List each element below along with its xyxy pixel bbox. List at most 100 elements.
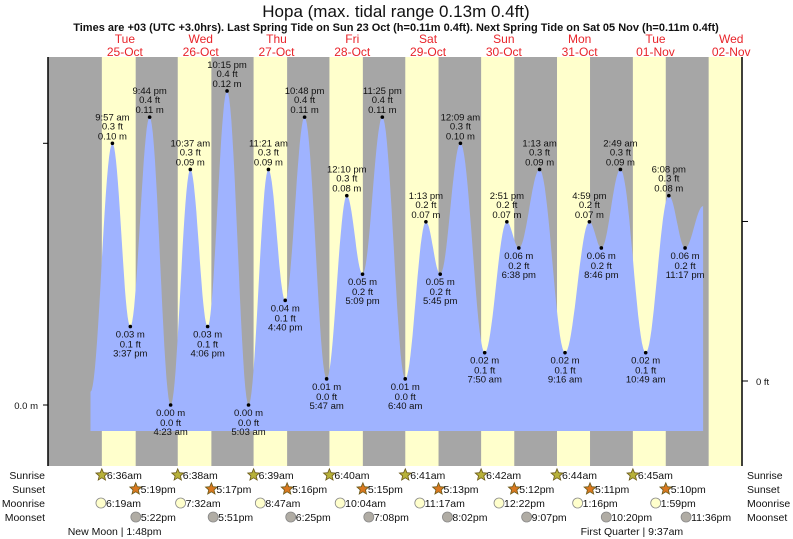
moonset-icon — [207, 511, 219, 523]
tide-height-ft: 0.2 ft — [352, 287, 373, 298]
moonset-time: 9:07pm — [532, 512, 567, 524]
moonrise-entry: 11:17am — [414, 497, 465, 510]
sunset-entry: 5:11pm — [583, 481, 630, 496]
tide-point — [344, 193, 349, 198]
tide-height-m: 0.01 m — [391, 382, 420, 393]
tide-time: 6:38 pm — [502, 270, 536, 281]
sunrise-entry: 6:42am — [474, 467, 521, 482]
moonset-icon — [680, 511, 692, 523]
sunset-icon — [658, 481, 673, 495]
high-tide-marker: 10:48 pm0.4 ft0.11 m — [285, 86, 324, 119]
moonset-entry: 9:07pm — [521, 511, 567, 524]
tide-height-ft: 0.2 ft — [675, 261, 696, 272]
tide-point — [537, 167, 542, 172]
axes: 0.0 m 0 ft — [14, 57, 770, 466]
tide-height-ft: 0.3 ft — [450, 121, 471, 132]
tide-height-ft: 0.3 ft — [102, 121, 123, 132]
high-tide-marker: 9:57 am0.3 ft0.10 m — [95, 112, 130, 146]
sunset-time: 5:16pm — [292, 484, 327, 496]
tide-height-ft: 0.2 ft — [579, 200, 600, 211]
tide-time: 2:49 am — [603, 138, 637, 149]
sunrise-time: 6:39am — [259, 470, 294, 482]
sunset-entry: 5:16pm — [280, 481, 327, 496]
moon-phase-label: First Quarter | 9:37am — [581, 526, 684, 538]
tide-height-m: 0.06 m — [587, 251, 616, 262]
high-tide-marker: 2:49 am0.3 ft0.09 m — [603, 138, 638, 172]
tide-point — [283, 298, 288, 303]
tide-height-m: 0.11 m — [290, 105, 318, 116]
tide-time: 1:13 am — [522, 138, 556, 149]
sunset-icon — [583, 481, 597, 495]
sunset-icon — [507, 481, 522, 495]
moonrise-icon — [175, 497, 186, 509]
sunset-time: 5:11pm — [595, 484, 629, 496]
tide-height-ft: 0.2 ft — [430, 287, 451, 298]
sunrise-icon — [322, 467, 337, 481]
sunrise-icon — [246, 467, 261, 481]
tide-height-m: 0.09 m — [525, 157, 554, 168]
tide-height-m: 0.05 m — [426, 277, 455, 288]
tide-height-ft: 0.4 ft — [139, 95, 160, 106]
tide-height-m: 0.07 m — [411, 210, 440, 221]
high-tide-marker: 6:08 pm0.3 ft0.08 m — [652, 165, 686, 198]
sunset-icon — [280, 481, 294, 495]
high-tide-marker: 11:21 am0.3 ft0.09 m — [249, 138, 288, 172]
tide-point — [618, 167, 623, 172]
day-label-dow: Tue — [115, 32, 136, 46]
moonrise-icon — [650, 497, 662, 509]
sunrise-time: 6:40am — [334, 470, 369, 482]
tide-height-m: 0.09 m — [606, 157, 635, 168]
tide-time: 10:37 am — [171, 138, 211, 149]
tide-height-ft: 0.3 ft — [529, 147, 550, 158]
tide-labels: 9:57 am0.3 ft0.10 m0.03 m0.1 ft3:37 pm9:… — [95, 60, 704, 438]
tide-height-m: 0.08 m — [332, 184, 361, 195]
right-axis-label: 0 ft — [756, 377, 770, 388]
tide-time: 4:06 pm — [190, 348, 224, 359]
tide-height-m: 0.02 m — [470, 356, 499, 367]
tide-point — [505, 220, 509, 224]
moonrise-icon — [334, 497, 346, 509]
tide-height-ft: 0.1 ft — [554, 366, 575, 377]
sunset-row-label: Sunset — [12, 484, 45, 496]
day-label-dow: Wed — [719, 32, 743, 46]
tide-height-ft: 0.1 ft — [635, 366, 656, 377]
tide-time: 4:59 pm — [572, 191, 606, 202]
tide-height-m: 0.06 m — [671, 251, 700, 262]
tide-time: 4:23 am — [153, 427, 187, 438]
moonrise-entry: 8:47am — [254, 497, 301, 510]
high-tide-marker: 9:44 pm0.4 ft0.11 m — [132, 86, 167, 119]
day-label-dow: Tue — [645, 32, 666, 46]
day-label-date: 26-Oct — [183, 45, 220, 59]
sunset-time: 5:10pm — [671, 484, 706, 496]
high-tide-marker: 10:15 pm0.4 ft0.12 m — [207, 60, 247, 93]
tide-time: 9:57 am — [95, 112, 129, 123]
tide-height-ft: 0.2 ft — [508, 261, 529, 272]
low-tide-marker: 0.00 m0.0 ft5:03 am — [231, 403, 266, 438]
moonrise-row-label-right: Moonrise — [747, 498, 790, 510]
tide-height-ft: 0.3 ft — [180, 147, 201, 158]
tide-height-ft: 0.3 ft — [610, 147, 631, 158]
low-tide-marker: 0.05 m0.2 ft5:45 pm — [423, 272, 457, 307]
tide-height-m: 0.00 m — [156, 408, 185, 419]
tide-height-m: 0.10 m — [446, 131, 475, 142]
sunset-icon — [128, 481, 143, 495]
high-tide-marker: 12:09 am0.3 ft0.10 m — [441, 112, 480, 146]
moonset-entry: 5:51pm — [207, 511, 253, 524]
tide-time: 7:50 am — [468, 375, 502, 386]
sunset-time: 5:12pm — [519, 484, 554, 496]
high-tide-marker: 10:37 am0.3 ft0.09 m — [171, 138, 211, 172]
tide-point — [667, 193, 671, 198]
low-tide-marker: 0.06 m0.2 ft8:46 pm — [584, 246, 619, 281]
tide-height-ft: 0.1 ft — [197, 339, 218, 350]
moonrise-entry: 1:59pm — [650, 497, 696, 510]
tide-point — [424, 220, 428, 224]
tide-curve — [90, 91, 704, 431]
tide-height-m: 0.03 m — [116, 329, 145, 340]
tide-height-ft: 0.3 ft — [258, 147, 279, 158]
high-tide-marker: 2:51 pm0.2 ft0.07 m — [490, 191, 524, 224]
moonset-entry: 8:02pm — [442, 511, 488, 524]
moonrise-icon — [95, 497, 107, 509]
moonrise-time: 1:59pm — [661, 498, 696, 510]
